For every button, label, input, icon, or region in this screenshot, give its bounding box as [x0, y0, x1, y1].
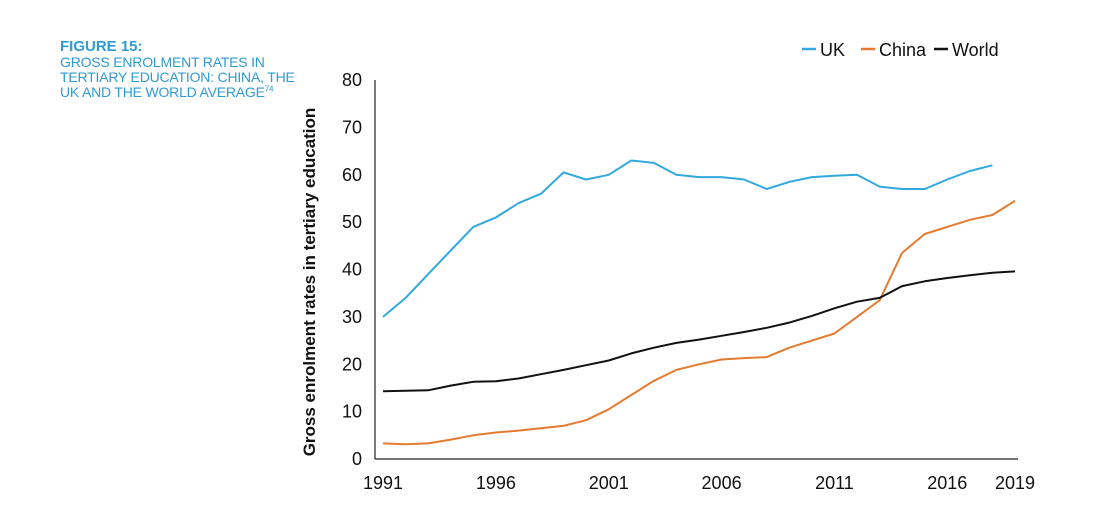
- chart-axes: 0 10 20 30 40 50 60 70 80 1991 1996 2001 2006 2011 201…: [342, 70, 1035, 493]
- x-tick-label: 2016: [927, 473, 967, 493]
- series-line-china: [382, 199, 1016, 446]
- y-tick-label: 70: [342, 117, 362, 137]
- figure-footnote-ref: 74: [264, 84, 274, 94]
- x-tick-label: 1996: [476, 473, 516, 493]
- y-tick-label: 80: [342, 70, 362, 90]
- y-tick-label: 0: [352, 449, 362, 469]
- y-tick-label: 20: [342, 354, 362, 374]
- y-tick-label: 60: [342, 165, 362, 185]
- legend-label-uk: UK: [820, 40, 845, 60]
- series-line-world: [382, 270, 1016, 393]
- y-tick-label: 30: [342, 307, 362, 327]
- x-tick-label: 2019: [995, 473, 1035, 493]
- chart-series: [382, 159, 1016, 446]
- figure-caption: FIGURE 15: GROSS ENROLMENT RATES IN TERT…: [60, 38, 300, 100]
- figure-label: FIGURE 15:: [60, 38, 143, 55]
- y-axis-label: Gross enrolment rates in tertiary educat…: [300, 108, 319, 457]
- chart-legend: UK China World: [802, 40, 999, 60]
- figure-title: GROSS ENROLMENT RATES IN TERTIARY EDUCAT…: [60, 55, 300, 100]
- y-tick-label: 50: [342, 212, 362, 232]
- x-tick-label: 2011: [815, 473, 854, 493]
- x-tick-label: 2006: [702, 473, 742, 493]
- x-tick-label: 1991: [363, 473, 403, 493]
- y-tick-label: 40: [342, 260, 362, 280]
- x-tick-label: 2001: [589, 473, 629, 493]
- legend-label-world: World: [952, 40, 999, 60]
- figure-title-text: GROSS ENROLMENT RATES IN TERTIARY EDUCAT…: [60, 54, 295, 100]
- y-tick-label: 10: [342, 402, 362, 422]
- legend-label-china: China: [879, 40, 927, 60]
- series-line-uk: [382, 159, 993, 318]
